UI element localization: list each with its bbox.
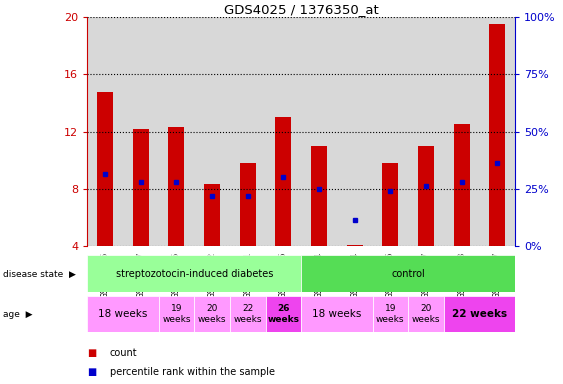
Bar [133,129,149,246]
Text: 20
weeks: 20 weeks [198,304,226,324]
Text: 26
weeks: 26 weeks [267,304,300,324]
Text: 19
weeks: 19 weeks [162,304,191,324]
Bar [204,184,220,246]
Text: age  ▶: age ▶ [3,310,32,319]
Bar [275,117,292,246]
Text: 19
weeks: 19 weeks [376,304,405,324]
Bar [240,163,256,246]
Bar [123,17,159,246]
Text: 22
weeks: 22 weeks [234,304,262,324]
Bar [266,296,301,332]
Bar [266,17,301,246]
Bar [480,17,515,246]
Bar [373,296,408,332]
Bar [159,296,194,332]
Bar [301,296,373,332]
Bar [444,17,480,246]
Bar [87,17,123,246]
Bar [301,17,337,246]
Bar [87,296,159,332]
Bar [194,296,230,332]
Text: 20
weeks: 20 weeks [412,304,440,324]
Bar [194,17,230,246]
Bar [382,163,399,246]
Text: control: control [391,268,425,279]
Bar [301,255,515,292]
Bar [444,296,515,332]
Bar [408,296,444,332]
Bar [311,146,327,246]
Text: count: count [110,348,137,358]
Text: 18 weeks: 18 weeks [312,309,361,319]
Bar [159,17,194,246]
Text: streptozotocin-induced diabetes: streptozotocin-induced diabetes [115,268,273,279]
Text: ■: ■ [87,348,96,358]
Text: percentile rank within the sample: percentile rank within the sample [110,367,275,377]
Bar [337,17,373,246]
Bar [408,17,444,246]
Bar [87,255,301,292]
Bar [168,127,185,246]
Bar [347,245,363,246]
Bar [489,25,506,246]
Bar [454,124,470,246]
Bar [373,17,408,246]
Bar [230,17,266,246]
Title: GDS4025 / 1376350_at: GDS4025 / 1376350_at [224,3,378,16]
Text: 18 weeks: 18 weeks [98,309,148,319]
Text: 22 weeks: 22 weeks [452,309,507,319]
Text: ■: ■ [87,367,96,377]
Bar [97,91,113,246]
Bar [418,146,434,246]
Text: disease state  ▶: disease state ▶ [3,270,75,279]
Bar [230,296,266,332]
